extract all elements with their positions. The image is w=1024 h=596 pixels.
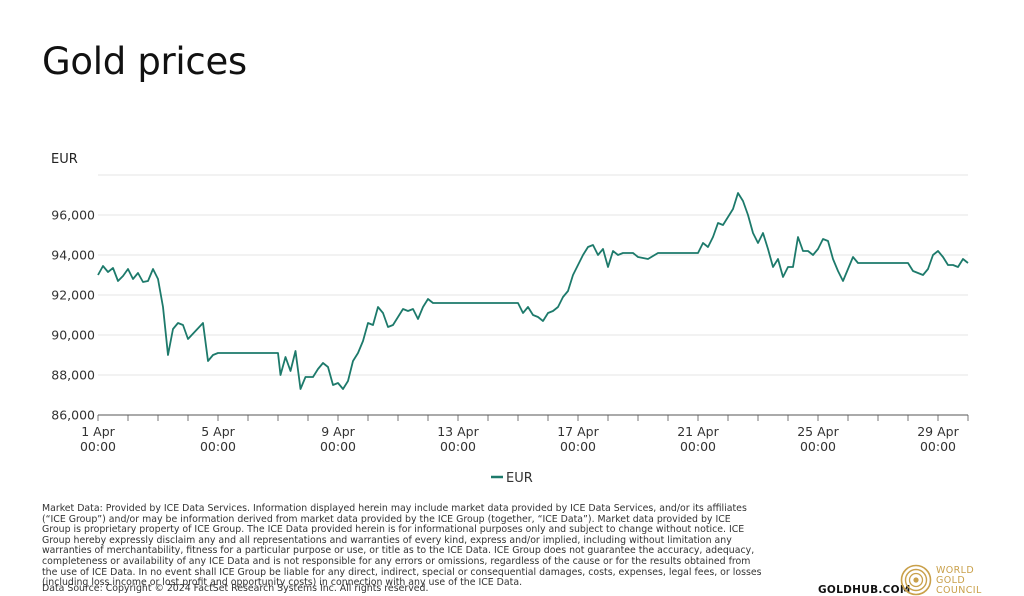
x-tick-label-day: 17 Apr [557, 424, 599, 439]
logo-line-council: COUNCIL [936, 585, 982, 596]
y-axis-label: EUR [51, 152, 78, 167]
grid [98, 174, 968, 376]
data-source-note: Data Source: Copyright © 2024 FactSet Re… [42, 583, 429, 594]
y-axis-ticks: 86,000 88,000 90,000 92,000 94,000 96,000 [51, 208, 95, 423]
logo-line-world: WORLD [936, 565, 975, 576]
x-tick-label-time: 00:00 [80, 439, 116, 454]
x-tick-label-day: 29 Apr [917, 424, 959, 439]
y-tick-label: 86,000 [51, 408, 95, 423]
page-title: Gold prices [42, 40, 247, 83]
x-tick-label-day: 5 Apr [201, 424, 235, 439]
x-tick-label-time: 00:00 [680, 439, 716, 454]
x-tick-label-time: 00:00 [320, 439, 356, 454]
series-line-eur [97, 192, 969, 390]
x-tick-label-time: 00:00 [560, 439, 596, 454]
y-tick-label: 88,000 [51, 368, 95, 383]
x-tick-label-time: 00:00 [920, 439, 956, 454]
y-tick-label: 94,000 [51, 248, 95, 263]
gold-price-chart: EUR 86,000 88,000 90,000 92,000 94,000 96,000… [51, 152, 969, 486]
market-data-disclaimer: Market Data: Provided by ICE Data Servic… [42, 503, 762, 589]
logo-line-gold: GOLD [936, 575, 966, 586]
x-tick-label-time: 00:00 [800, 439, 836, 454]
x-tick-label-day: 9 Apr [321, 424, 355, 439]
legend[interactable]: EUR [491, 471, 533, 486]
y-tick-label: 92,000 [51, 288, 95, 303]
world-gold-council-wordmark: WORLD GOLD COUNCIL [936, 566, 982, 596]
legend-label-eur: EUR [506, 471, 533, 486]
x-tick-label-day: 13 Apr [437, 424, 479, 439]
y-tick-label: 90,000 [51, 328, 95, 343]
x-tick-label-day: 21 Apr [677, 424, 719, 439]
x-tick-label-time: 00:00 [200, 439, 236, 454]
world-gold-council-logo-icon [900, 564, 932, 596]
x-tick-label-day: 25 Apr [797, 424, 839, 439]
y-tick-label: 96,000 [51, 208, 95, 223]
x-tick-label-day: 1 Apr [81, 424, 115, 439]
x-tick-label-time: 00:00 [440, 439, 476, 454]
goldhub-link[interactable]: GOLDHUB.COM [818, 584, 911, 596]
